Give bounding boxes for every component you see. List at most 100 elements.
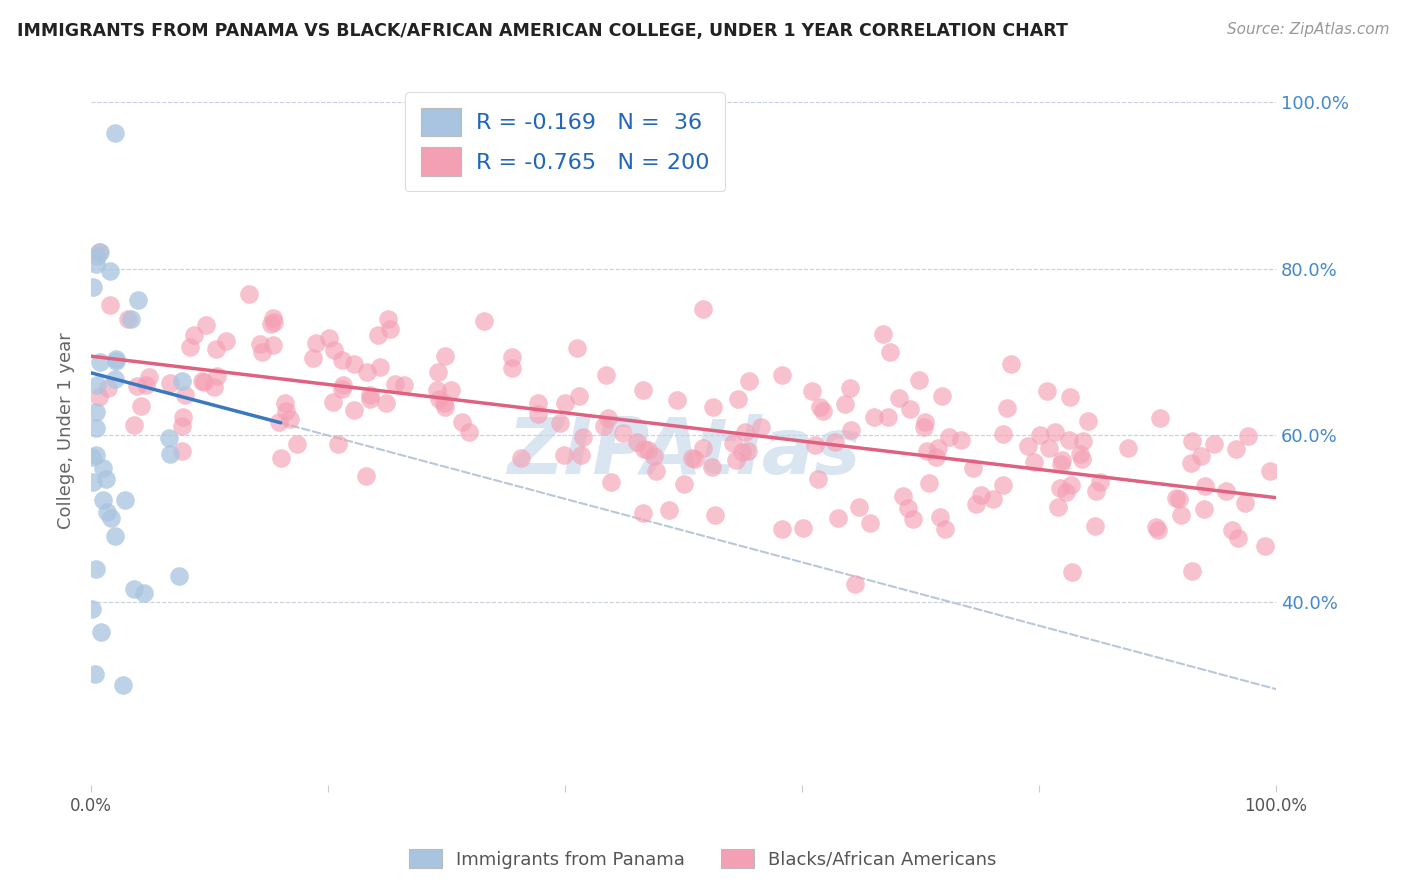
- Point: [426, 383, 449, 397]
- Point: [501, 361, 523, 376]
- Point: [356, 365, 378, 379]
- Point: [84, 405, 107, 419]
- Point: [100, 511, 122, 525]
- Point: [1059, 390, 1081, 404]
- Point: [808, 400, 831, 414]
- Point: [548, 416, 571, 430]
- Point: [927, 441, 949, 455]
- Point: [375, 396, 398, 410]
- Point: [260, 318, 283, 332]
- Point: [970, 488, 993, 502]
- Text: ZIPAtlas: ZIPAtlas: [506, 414, 860, 491]
- Point: [1202, 436, 1225, 450]
- Point: [1194, 479, 1216, 493]
- Point: [631, 384, 654, 398]
- Point: [1054, 485, 1077, 500]
- Point: [86, 249, 108, 263]
- Point: [1168, 491, 1191, 506]
- Point: [844, 577, 866, 591]
- Point: [598, 410, 620, 425]
- Point: [80, 602, 103, 616]
- Point: [928, 510, 950, 524]
- Point: [838, 380, 860, 394]
- Point: [172, 410, 194, 425]
- Point: [1144, 520, 1167, 534]
- Point: [600, 475, 623, 489]
- Point: [267, 416, 290, 430]
- Point: [262, 338, 284, 352]
- Point: [1237, 429, 1260, 443]
- Point: [249, 336, 271, 351]
- Point: [82, 475, 104, 489]
- Point: [120, 311, 142, 326]
- Point: [135, 378, 157, 392]
- Point: [1049, 482, 1071, 496]
- Point: [931, 388, 953, 402]
- Point: [359, 392, 381, 406]
- Point: [915, 443, 938, 458]
- Point: [159, 447, 181, 461]
- Point: [1043, 425, 1066, 439]
- Point: [1047, 500, 1070, 515]
- Point: [98, 298, 121, 312]
- Point: [326, 437, 349, 451]
- Point: [450, 416, 472, 430]
- Point: [205, 342, 228, 356]
- Point: [332, 377, 354, 392]
- Point: [97, 381, 120, 395]
- Point: [1234, 496, 1257, 510]
- Point: [914, 415, 936, 429]
- Point: [427, 365, 450, 379]
- Point: [262, 310, 284, 325]
- Point: [343, 357, 366, 371]
- Point: [1215, 484, 1237, 499]
- Point: [132, 586, 155, 600]
- Point: [571, 448, 593, 462]
- Text: Source: ZipAtlas.com: Source: ZipAtlas.com: [1226, 22, 1389, 37]
- Point: [90, 624, 112, 639]
- Point: [287, 437, 309, 451]
- Point: [879, 345, 901, 359]
- Point: [626, 434, 648, 449]
- Point: [1071, 452, 1094, 467]
- Point: [86, 449, 108, 463]
- Point: [104, 353, 127, 368]
- Point: [114, 493, 136, 508]
- Point: [124, 417, 146, 432]
- Point: [593, 419, 616, 434]
- Point: [392, 378, 415, 392]
- Point: [172, 374, 194, 388]
- Point: [125, 379, 148, 393]
- Point: [93, 493, 115, 508]
- Point: [918, 476, 941, 491]
- Point: [876, 410, 898, 425]
- Point: [1227, 531, 1250, 545]
- Point: [665, 392, 688, 407]
- Point: [1189, 449, 1212, 463]
- Point: [631, 506, 654, 520]
- Point: [965, 497, 987, 511]
- Point: [427, 392, 450, 407]
- Point: [270, 451, 292, 466]
- Point: [1024, 455, 1046, 469]
- Point: [644, 464, 666, 478]
- Point: [1085, 484, 1108, 499]
- Point: [104, 126, 127, 140]
- Point: [702, 400, 724, 414]
- Point: [82, 280, 104, 294]
- Point: [84, 257, 107, 271]
- Point: [637, 443, 659, 458]
- Point: [215, 334, 238, 348]
- Point: [1164, 491, 1187, 505]
- Point: [803, 438, 825, 452]
- Point: [1170, 508, 1192, 523]
- Point: [117, 312, 139, 326]
- Point: [157, 431, 180, 445]
- Point: [1073, 434, 1095, 448]
- Point: [872, 327, 894, 342]
- Point: [138, 370, 160, 384]
- Point: [179, 340, 201, 354]
- Point: [330, 352, 353, 367]
- Point: [993, 426, 1015, 441]
- Point: [1181, 434, 1204, 448]
